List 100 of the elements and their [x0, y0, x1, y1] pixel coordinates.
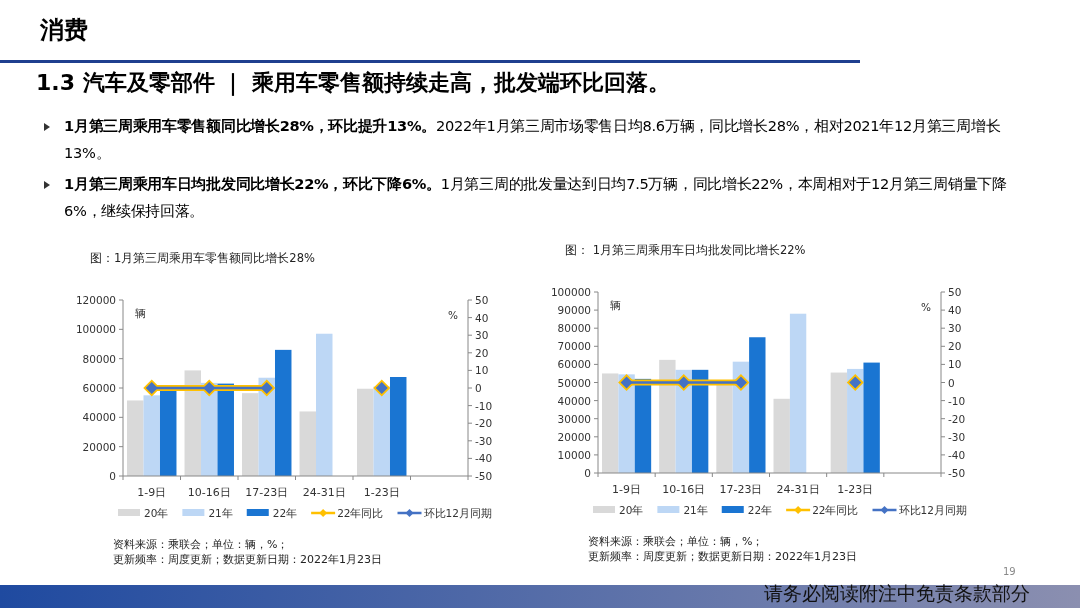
x-tick-label: 10-16日	[187, 486, 231, 499]
text: 19	[1003, 566, 1016, 577]
legend-label: 22年同比	[812, 504, 859, 516]
bar	[773, 398, 790, 473]
bar	[830, 372, 848, 473]
bar	[389, 377, 407, 476]
x-tick-label: 1-23日	[363, 486, 400, 499]
y-axis-title: 辆	[135, 307, 146, 319]
y-tick-label: 50000	[557, 376, 591, 389]
y-tick-label: 30000	[557, 412, 591, 425]
bar	[316, 333, 333, 476]
y2-tick-label: 20	[475, 346, 489, 359]
y-tick-label: 80000	[557, 322, 591, 335]
y2-tick-label: 50	[948, 286, 962, 298]
x-tick-label: 17-23日	[719, 483, 763, 496]
y-tick-label: 70000	[557, 340, 591, 353]
bar	[675, 369, 692, 473]
bar	[143, 395, 160, 476]
bar	[184, 370, 202, 476]
bar	[159, 390, 177, 476]
bar	[201, 382, 218, 476]
y2-tick-label: -40	[948, 448, 966, 461]
y2-tick-label: -40	[475, 452, 493, 465]
x-tick-label: 24-31日	[776, 483, 820, 496]
legend-label: 20年	[619, 504, 644, 516]
y2-tick-label: 10	[475, 364, 489, 377]
legend-label: 22年	[747, 504, 773, 516]
bar	[634, 378, 652, 473]
y2-tick-label: 50	[475, 294, 489, 306]
legend-label: 环比12月同期	[423, 507, 492, 519]
y-tick-label: 20000	[557, 430, 591, 443]
x-tick-label: 24-31日	[302, 486, 346, 499]
y-tick-label: 10000	[557, 448, 591, 461]
y-tick-label: 90000	[557, 304, 591, 317]
y2-axis-title: %	[921, 301, 931, 313]
bar	[732, 361, 750, 473]
chart-title: 图：1月第三周乘用车零售额同比增长28%	[90, 251, 315, 265]
text: 1月第三周乘用车零售额同比增长28%，环比提升13%。	[64, 117, 436, 134]
y2-tick-label: 30	[475, 329, 489, 342]
legend-label: 21年	[208, 507, 233, 519]
y2-tick-label: -30	[948, 430, 966, 443]
bar	[242, 393, 259, 476]
x-tick-label: 1-23日	[837, 483, 874, 496]
text: 资料来源：乘联会；单位：辆，%；	[588, 535, 764, 548]
y2-tick-label: 40	[475, 311, 489, 324]
text: 消费	[40, 15, 88, 46]
bar	[618, 374, 635, 473]
legend-label: 20年	[144, 507, 169, 519]
bar	[357, 388, 374, 476]
bar	[863, 362, 880, 473]
bar	[602, 373, 619, 473]
y2-tick-label: 0	[948, 376, 955, 389]
x-tick-label: 1-9日	[137, 486, 167, 499]
y2-tick-label: -20	[948, 412, 966, 425]
y2-tick-label: -50	[948, 467, 966, 479]
text: 资料来源：乘联会；单位：辆，%；	[113, 538, 289, 551]
text: 1.3 汽车及零部件 ｜ 乘用车零售额持续走高，批发端环比回落。	[36, 69, 670, 98]
bar	[749, 337, 766, 473]
x-tick-label: 10-16日	[662, 483, 706, 496]
bar	[274, 349, 292, 476]
x-tick-label: 17-23日	[245, 486, 289, 499]
bar	[691, 369, 709, 473]
bar	[847, 368, 864, 473]
y2-tick-label: 30	[948, 322, 962, 335]
legend-label: 21年	[683, 504, 708, 516]
y2-tick-label: -10	[475, 399, 493, 412]
y2-tick-label: 40	[948, 304, 962, 317]
y-tick-label: 20000	[82, 440, 116, 453]
y2-tick-label: 0	[475, 382, 482, 394]
y2-tick-label: 10	[948, 358, 962, 371]
y-tick-label: 100000	[75, 323, 116, 336]
y-tick-label: 60000	[557, 358, 591, 371]
y-tick-label: 120000	[75, 294, 116, 306]
y-tick-label: 80000	[82, 352, 116, 365]
bar	[789, 313, 807, 473]
bar	[217, 383, 234, 476]
text: 请务必阅读附注中免责条款部分	[764, 581, 1030, 606]
y2-tick-label: -50	[475, 470, 493, 482]
bar	[127, 400, 144, 476]
bar	[659, 359, 676, 473]
bar	[299, 411, 317, 476]
y2-axis-title: %	[448, 309, 458, 321]
x-tick-label: 1-9日	[612, 483, 642, 496]
text: 更新频率：周度更新；数据更新日期：2022年1月23日	[113, 553, 382, 566]
legend-label: 22年同比	[337, 507, 384, 519]
y-tick-label: 0	[584, 467, 591, 479]
y-tick-label: 40000	[557, 394, 591, 407]
y2-tick-label: -20	[475, 417, 493, 430]
y-tick-label: 0	[109, 470, 116, 482]
y2-tick-label: -30	[475, 434, 493, 447]
y-tick-label: 100000	[550, 286, 591, 298]
y-tick-label: 60000	[82, 382, 116, 394]
y2-tick-label: 20	[948, 340, 962, 353]
bar	[258, 377, 275, 476]
chart-title: 图： 1月第三周乘用车日均批发同比增长22%	[565, 243, 806, 257]
y-axis-title: 辆	[610, 299, 621, 311]
y2-tick-label: -10	[948, 394, 966, 407]
legend-label: 22年	[272, 507, 298, 519]
legend-label: 环比12月同期	[898, 504, 967, 516]
text: 1月第三周乘用车日均批发同比增长22%，环比下降6%。	[64, 175, 441, 192]
